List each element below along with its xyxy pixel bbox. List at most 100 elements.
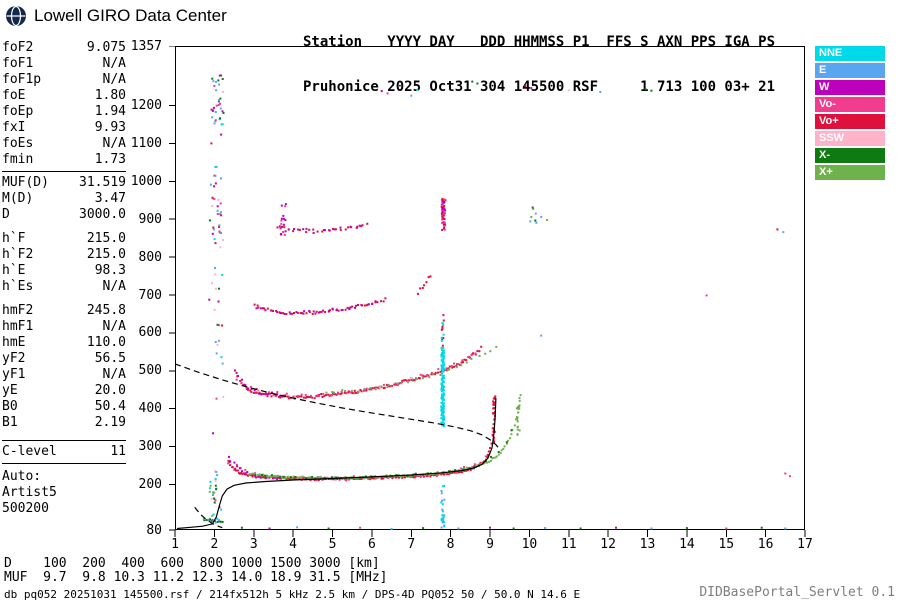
x-axis-tick-label: 5 — [328, 537, 337, 552]
header-columns-line: Station YYYY DAY DDD HHMMSS P1 FFS S AXN… — [303, 34, 776, 50]
param-name: h`E — [2, 263, 26, 278]
giro-logo-text: Lowell GIRO Data Center — [34, 6, 227, 25]
separator — [2, 463, 126, 464]
param-name: foF2 — [2, 40, 34, 55]
param-name: MUF(D) — [2, 175, 49, 190]
legend-item-voplus: Vo+ — [815, 114, 885, 129]
y-axis-tick-label: 1000 — [130, 173, 162, 189]
separator — [2, 171, 126, 172]
param-row: foF1 N/A — [2, 56, 126, 72]
legend-item-ssw: SSW — [815, 131, 885, 146]
param-group-muf: MUF(D) 31.519 M(D) 3.47 D 3000.0 — [2, 175, 126, 223]
param-row: yF1 N/A — [2, 367, 126, 383]
param-row: foE 1.80 — [2, 88, 126, 104]
y-axis-tick-label: 900 — [138, 211, 162, 227]
param-name: C-level — [2, 444, 57, 459]
param-value: 1.73 — [94, 152, 126, 167]
param-row: M(D) 3.47 — [2, 191, 126, 207]
param-value: 98.3 — [94, 263, 126, 278]
giro-logo-icon — [6, 5, 26, 27]
param-row: h`F 215.0 — [2, 231, 126, 247]
y-axis-tick-label: 80 — [146, 522, 162, 538]
y-axis-tick-label: 1357 — [130, 38, 162, 54]
param-value: 56.5 — [94, 351, 126, 366]
legend-item-nne: NNE — [815, 46, 885, 61]
status-line: db pq052 20251031 145500.rsf / 214fx512h… — [4, 588, 581, 601]
legend-item-e: E — [815, 63, 885, 78]
param-value: N/A — [102, 72, 126, 87]
param-name: foE — [2, 88, 26, 103]
param-value: N/A — [102, 319, 126, 334]
param-value: 1.94 — [94, 104, 126, 119]
param-row: fmin 1.73 — [2, 152, 126, 168]
x-axis-tick-label: 17 — [797, 537, 813, 552]
auto-info-text: Auto: — [2, 469, 42, 484]
param-group-clevel: C-level 11 — [2, 444, 126, 460]
param-group-heights: h`F 215.0 h`F2 215.0 h`E 98.3 h`Es N/A — [2, 231, 126, 295]
station-header: Station YYYY DAY DDD HHMMSS P1 FFS S AXN… — [303, 5, 775, 110]
x-axis-tick-label: 13 — [639, 537, 656, 552]
servlet-version: DIDBasePortal_Servlet 0.1 — [699, 585, 895, 600]
x-axis-tick-label: 2 — [210, 537, 219, 552]
y-axis-tick-label: 200 — [138, 477, 162, 492]
transmission-curve — [175, 363, 501, 450]
y-axis-tick-label: 800 — [138, 249, 162, 265]
param-row: D 3000.0 — [2, 207, 126, 223]
param-value: 110.0 — [86, 335, 126, 350]
y-axis-tick-label: 1200 — [130, 98, 162, 113]
param-row: h`Es N/A — [2, 279, 126, 295]
param-name: foEp — [2, 104, 34, 119]
x-axis-tick-label: 7 — [407, 537, 416, 552]
param-name: h`Es — [2, 279, 34, 294]
x-axis-tick-label: 3 — [249, 537, 258, 552]
auto-info-text: 500200 — [2, 501, 49, 516]
param-value: 3.47 — [94, 191, 126, 206]
auto-info-text: Artist5 — [2, 485, 57, 500]
param-value: 3000.0 — [79, 207, 126, 222]
auto-scaler-info: Auto: Artist5 500200 — [2, 469, 126, 517]
param-row: h`F2 215.0 — [2, 247, 126, 263]
spacer — [2, 295, 126, 303]
legend-item-xminus: X- — [815, 148, 885, 163]
param-row: h`E 98.3 — [2, 263, 126, 279]
param-name: foF1 — [2, 56, 34, 71]
x-axis-tick-label: 8 — [446, 537, 455, 552]
y-axis-tick-label: 500 — [138, 363, 162, 379]
y-axis-tick-label: 1100 — [130, 135, 162, 151]
muf-row: MUF 9.7 9.8 10.3 11.2 12.3 14.0 18.9 31.… — [4, 570, 388, 585]
y-axis-tick-label: 300 — [138, 439, 162, 455]
param-name: fmin — [2, 152, 34, 167]
header-values-line: Pruhonice 2025 Oct31 304 145500 RSF 1 71… — [303, 79, 776, 95]
x-axis-tick-label: 15 — [718, 537, 735, 552]
param-row: hmF1 N/A — [2, 319, 126, 335]
param-name: M(D) — [2, 191, 34, 206]
param-name: B0 — [2, 399, 18, 414]
param-value: 50.4 — [94, 399, 126, 414]
ionogram-plot — [169, 46, 806, 537]
param-name: foEs — [2, 136, 34, 151]
param-value: N/A — [102, 136, 126, 151]
param-row: B0 50.4 — [2, 399, 126, 415]
param-value: 11 — [110, 444, 126, 459]
param-row: hmE 110.0 — [2, 335, 126, 351]
param-row: B1 2.19 — [2, 415, 126, 431]
param-value: 31.519 — [79, 175, 126, 190]
x-axis-tick-label: 12 — [600, 537, 616, 552]
param-value: N/A — [102, 279, 126, 294]
x-axis-tick-label: 11 — [560, 537, 577, 552]
param-value: 9.075 — [86, 40, 126, 55]
param-name: B1 — [2, 415, 18, 430]
legend-item-xplus: X+ — [815, 165, 885, 180]
param-value: N/A — [102, 56, 126, 71]
param-name: yF2 — [2, 351, 26, 366]
param-value: 1.80 — [94, 88, 126, 103]
param-group-profile: hmF2 245.8 hmF1 N/A hmE 110.0 yF2 56.5 yF1 N/A yE 2… — [2, 303, 126, 431]
param-name: foF1p — [2, 72, 42, 87]
giro-logo[interactable]: Lowell GIRO Data Center — [4, 4, 227, 28]
param-value: 245.8 — [86, 303, 126, 318]
param-name: fxI — [2, 120, 26, 135]
parameter-panel: foF2 9.075 foF1 N/A foF1p N/A foE 1.80 foEp 1.94 f… — [2, 40, 126, 517]
distance-row: D 100 200 400 600 800 1000 1500 3000 [km… — [4, 556, 380, 571]
x-axis-tick-label: 16 — [757, 537, 774, 552]
